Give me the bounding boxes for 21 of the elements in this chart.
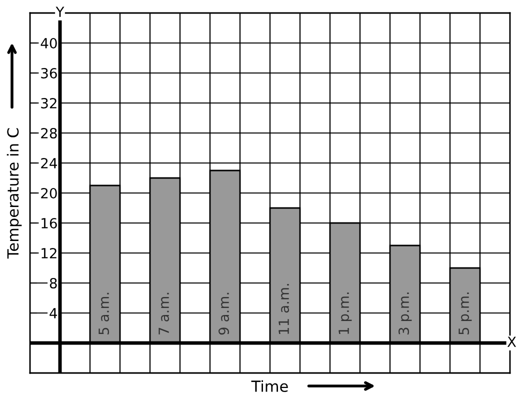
x-tick-label: 7 a.m.	[158, 292, 170, 334]
annotation: X	[507, 336, 516, 347]
y-tick-label: 16	[42, 218, 57, 228]
y-tick-label: 4	[50, 308, 57, 318]
x-tick-label: 11 a.m.	[278, 284, 290, 334]
annotation: Y	[56, 6, 64, 17]
x-tick-label: 1 p.m.	[338, 292, 352, 334]
y-tick-label: 36	[41, 68, 57, 78]
y-tick-label: 24	[41, 158, 57, 168]
x-tick-label: 5 p.m.	[458, 292, 472, 334]
x-tick-label: 5 a.m.	[98, 292, 110, 334]
x-tick-label: 3 p.m.	[398, 292, 412, 334]
x-axis-title: Time	[251, 380, 288, 392]
x-tick-label: 9 a.m.	[218, 292, 230, 335]
y-tick-label: 20	[41, 188, 57, 198]
y-tick-label: 8	[50, 278, 57, 288]
y-tick-label: 32	[41, 98, 56, 108]
y-axis-title: Temperature in C	[6, 128, 22, 259]
y-tick-label: 28	[41, 128, 57, 138]
y-tick-label: 40	[40, 38, 57, 48]
y-tick-label: 12	[42, 248, 56, 258]
